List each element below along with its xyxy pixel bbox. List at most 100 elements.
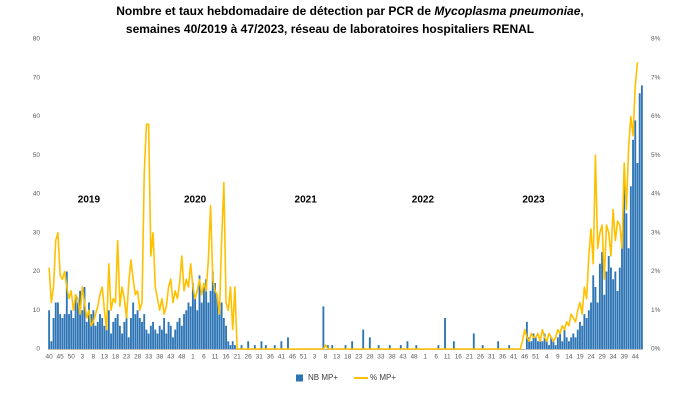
bar [110, 333, 112, 349]
bar [169, 325, 172, 349]
bar [541, 341, 544, 349]
bar [76, 302, 79, 349]
bar [574, 337, 577, 349]
bar [172, 337, 174, 349]
bar [590, 302, 592, 349]
x-tick-label: 3 [313, 354, 317, 361]
bar [399, 345, 402, 349]
bar [229, 345, 232, 349]
bar [563, 329, 566, 349]
legend-swatch [296, 374, 303, 382]
x-tick-label: 11 [212, 354, 219, 361]
bar [209, 290, 212, 349]
bar [543, 333, 546, 349]
bar [61, 318, 64, 349]
bar [280, 341, 283, 349]
bar [634, 120, 637, 349]
bar [344, 345, 347, 349]
bar [607, 256, 610, 349]
bar [326, 345, 329, 349]
x-tick-label: 40 [45, 354, 53, 361]
bar [559, 333, 561, 349]
bar [576, 329, 579, 349]
bar [594, 287, 597, 349]
bar [609, 267, 612, 349]
bar [116, 314, 119, 349]
bar [136, 310, 139, 349]
bar [187, 302, 190, 349]
y2-tick-label: 2% [651, 268, 661, 275]
x-tick-label: 51 [532, 354, 540, 361]
bar [57, 302, 59, 349]
bar [134, 314, 137, 349]
x-tick-label: 21 [233, 354, 241, 361]
y-tick-label: 80 [33, 36, 41, 43]
x-tick-label: 8 [324, 354, 328, 361]
bar [152, 321, 154, 349]
year-label: 2020 [184, 195, 207, 206]
bar [74, 294, 77, 349]
line [48, 62, 639, 350]
y-tick-label: 60 [33, 113, 41, 120]
bar [556, 337, 559, 349]
bar [603, 294, 606, 349]
bar [351, 341, 354, 349]
bar [65, 271, 68, 349]
bar [191, 283, 194, 349]
bar [240, 345, 243, 349]
bar [156, 333, 159, 349]
x-tick-label: 19 [576, 354, 584, 361]
bar [205, 279, 208, 349]
bar [537, 341, 539, 349]
bar [247, 341, 250, 349]
year-label: 2019 [78, 195, 101, 206]
bar [96, 321, 99, 349]
bar [121, 333, 124, 349]
x-tick-label: 3 [80, 354, 84, 361]
title-part: Nombre et taux hebdomadaire de détection… [116, 4, 434, 18]
x-tick-label: 50 [68, 354, 76, 361]
x-tick-label: 33 [377, 354, 385, 361]
bar [362, 329, 365, 349]
x-tick-label: 44 [632, 354, 640, 361]
bar [406, 341, 409, 349]
x-tick-label: 14 [565, 354, 573, 361]
x-tick-label: 34 [610, 354, 618, 361]
bar [592, 275, 595, 349]
bar [79, 290, 82, 349]
legend-label: % MP+ [370, 373, 396, 382]
bar [585, 318, 588, 349]
x-tick-label: 26 [477, 354, 485, 361]
bar [92, 310, 95, 349]
bar [180, 325, 183, 349]
x-tick-label: 23 [355, 354, 363, 361]
bar [154, 329, 157, 349]
bar [70, 310, 73, 349]
bar [530, 341, 533, 349]
bar [601, 252, 604, 349]
bar [640, 85, 643, 349]
bar [112, 321, 115, 349]
bar [198, 275, 201, 349]
y2-tick-label: 7% [651, 74, 661, 81]
y-tick-label: 0 [36, 346, 40, 353]
x-tick-label: 31 [488, 354, 496, 361]
bar [143, 314, 146, 349]
bar [614, 271, 617, 349]
bar [132, 302, 135, 349]
year-label: 2022 [412, 195, 435, 206]
bar [145, 329, 148, 349]
bar [273, 345, 276, 349]
x-tick-label: 43 [167, 354, 175, 361]
bar [472, 333, 475, 349]
bar [581, 325, 584, 349]
x-tick-label: 38 [156, 354, 164, 361]
x-tick-label: 46 [289, 354, 297, 361]
y2-tick-label: 6% [651, 113, 661, 120]
year-label: 2021 [295, 195, 318, 206]
bar [253, 345, 256, 349]
x-tick-label: 39 [621, 354, 629, 361]
bar [565, 337, 568, 349]
bar [618, 267, 621, 349]
